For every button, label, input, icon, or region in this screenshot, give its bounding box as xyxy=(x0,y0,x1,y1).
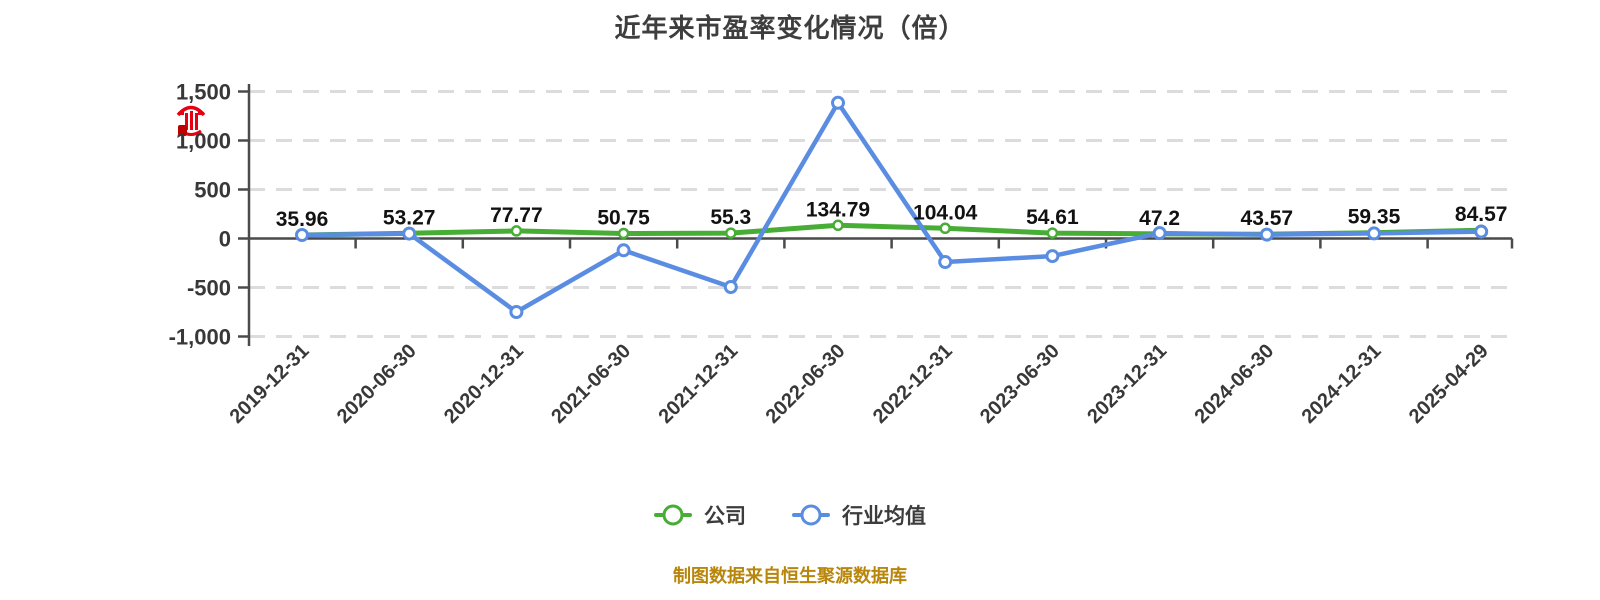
x-axis-label: 2022-12-31 xyxy=(869,340,957,428)
x-axis-label: 2021-06-30 xyxy=(547,340,635,428)
data-label: 77.77 xyxy=(490,204,543,227)
x-axis-label: 2022-06-30 xyxy=(762,340,850,428)
data-label: 55.3 xyxy=(710,206,751,229)
company-series-marker xyxy=(654,504,692,526)
data-point-1[interactable] xyxy=(938,255,953,269)
data-point-1[interactable] xyxy=(402,226,417,241)
data-point-0[interactable] xyxy=(617,227,630,240)
y-axis-label: 500 xyxy=(194,178,231,203)
data-point-0[interactable] xyxy=(725,227,737,239)
red-seal-stamp-icon xyxy=(176,105,206,136)
data-point-1[interactable] xyxy=(831,95,845,110)
y-axis-label: 1,000 xyxy=(176,129,231,154)
data-point-1[interactable] xyxy=(509,305,524,319)
x-axis-label: 2020-06-30 xyxy=(333,340,421,428)
company-marker-dot xyxy=(662,504,684,526)
data-label: 84.57 xyxy=(1455,203,1508,226)
data-label: 43.57 xyxy=(1241,207,1294,230)
legend-item-company[interactable]: 公司 xyxy=(654,500,746,530)
legend-item-industry-average[interactable]: 行业均值 xyxy=(792,500,926,530)
data-label: 53.27 xyxy=(383,206,436,229)
data-source-note: 制图数据来自恒生聚源数据库 xyxy=(673,566,907,586)
data-label: 50.75 xyxy=(597,207,650,230)
data-label: 35.96 xyxy=(276,208,329,231)
data-point-0[interactable] xyxy=(832,219,844,232)
data-label: 104.04 xyxy=(913,201,978,224)
data-point-1[interactable] xyxy=(1045,249,1060,264)
data-point-1[interactable] xyxy=(295,228,309,242)
data-point-1[interactable] xyxy=(1367,226,1381,241)
x-axis-label: 2024-12-31 xyxy=(1298,340,1386,428)
y-axis-label: 0 xyxy=(219,227,231,252)
data-point-0[interactable] xyxy=(1046,227,1059,239)
data-label: 47.2 xyxy=(1139,207,1180,230)
data-label: 59.35 xyxy=(1348,206,1401,229)
data-point-1[interactable] xyxy=(1259,227,1274,242)
data-point-0[interactable] xyxy=(510,225,523,237)
x-axis-label: 2023-06-30 xyxy=(976,340,1064,428)
legend-label-industry-average: 行业均值 xyxy=(842,505,926,528)
data-point-1[interactable] xyxy=(723,280,738,294)
x-axis-label: 2021-12-31 xyxy=(654,340,742,428)
data-point-1[interactable] xyxy=(1474,224,1489,239)
x-axis-label: 2020-12-31 xyxy=(440,340,528,428)
y-axis-label: -1,000 xyxy=(169,325,231,350)
industry-series-marker xyxy=(792,504,830,526)
y-axis-label: -500 xyxy=(187,276,231,301)
data-label: 134.79 xyxy=(806,198,870,221)
data-point-1[interactable] xyxy=(616,243,631,258)
x-axis-label: 2023-12-31 xyxy=(1083,340,1171,428)
data-label: 54.61 xyxy=(1026,206,1079,229)
x-axis-label: 2024-06-30 xyxy=(1190,340,1278,428)
x-axis-label: 2025-04-29 xyxy=(1405,340,1493,428)
data-point-1[interactable] xyxy=(1152,226,1167,241)
legend-label-company: 公司 xyxy=(704,505,746,528)
chart-legend: 公司 行业均值 xyxy=(0,500,1580,530)
x-axis-label: 2019-12-31 xyxy=(226,340,314,428)
industry-marker-dot xyxy=(800,504,822,526)
chart-title: 近年来市盈率变化情况（倍） xyxy=(614,13,966,43)
data-point-0[interactable] xyxy=(939,222,951,235)
y-axis-label: 1,500 xyxy=(176,80,231,105)
series-line-1[interactable] xyxy=(299,100,1484,315)
